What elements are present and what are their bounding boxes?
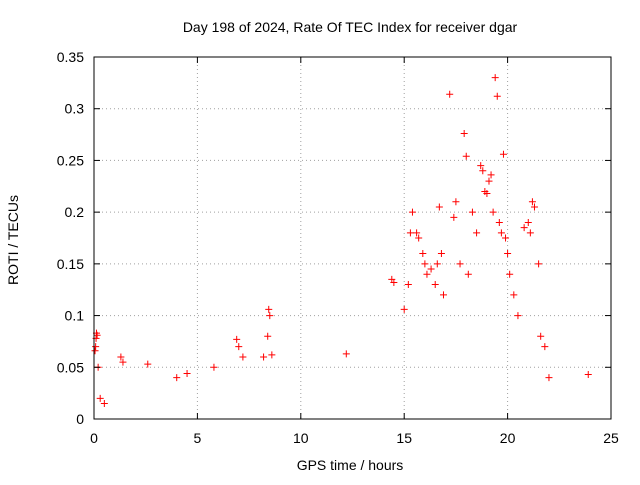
data-point (477, 162, 485, 170)
data-point (268, 351, 276, 359)
y-axis-label: ROTI / TECUs (5, 195, 21, 285)
data-point (504, 250, 512, 258)
data-point (91, 347, 99, 355)
data-point (96, 394, 104, 402)
data-point (265, 305, 273, 313)
data-point (408, 208, 416, 216)
data-point (535, 260, 543, 268)
data-point (524, 218, 532, 226)
data-point (183, 369, 191, 377)
data-point (239, 353, 247, 361)
data-point (173, 374, 181, 382)
data-point (210, 363, 218, 371)
data-point (235, 343, 243, 351)
y-tick-label: 0.15 (57, 256, 84, 272)
data-point (423, 270, 431, 278)
data-point (528, 198, 536, 206)
data-point (499, 150, 507, 158)
data-point (468, 208, 476, 216)
data-point (473, 229, 481, 237)
x-tick-label: 0 (90, 430, 98, 446)
data-point (435, 203, 443, 211)
data-point (421, 260, 429, 268)
data-point (545, 374, 553, 382)
data-point (495, 218, 503, 226)
data-marks (91, 74, 592, 407)
data-point (497, 229, 505, 237)
data-point (342, 350, 350, 358)
data-point (506, 270, 514, 278)
data-point (456, 260, 464, 268)
data-point (464, 270, 472, 278)
data-point (260, 353, 268, 361)
data-point (413, 229, 421, 237)
x-tick-label: 20 (500, 430, 516, 446)
data-point (266, 312, 274, 320)
y-tick-label: 0.2 (65, 204, 85, 220)
data-point (510, 291, 518, 299)
data-point (419, 250, 427, 258)
data-point (584, 371, 592, 379)
data-point (404, 281, 412, 289)
data-point (400, 305, 408, 313)
data-point (541, 343, 549, 351)
data-point (119, 358, 127, 366)
data-point (437, 250, 445, 258)
data-point (450, 213, 458, 221)
data-point (390, 278, 398, 286)
x-tick-label: 25 (603, 430, 619, 446)
x-tick-label: 15 (396, 430, 412, 446)
data-point (431, 281, 439, 289)
x-tick-label: 10 (293, 430, 309, 446)
y-tick-label: 0.3 (65, 101, 85, 117)
data-point (537, 332, 545, 340)
data-point (427, 265, 435, 273)
chart-title: Day 198 of 2024, Rate Of TEC Index for r… (183, 19, 518, 35)
data-point (520, 224, 528, 232)
x-tick-label: 5 (194, 430, 202, 446)
data-point (100, 399, 108, 407)
data-point (502, 234, 510, 242)
plot-frame (93, 56, 612, 420)
data-point (479, 167, 487, 175)
data-point (233, 335, 241, 343)
data-point (92, 343, 100, 351)
x-axis-label: GPS time / hours (297, 457, 404, 473)
data-point (487, 171, 495, 179)
data-point (493, 92, 501, 100)
data-point (93, 331, 101, 339)
y-tick-label: 0.1 (65, 308, 85, 324)
data-point (452, 198, 460, 206)
data-point (144, 360, 152, 368)
data-point (491, 74, 499, 82)
data-point (530, 203, 538, 211)
data-point (489, 208, 497, 216)
y-tick-label: 0.05 (57, 359, 84, 375)
data-point (415, 234, 423, 242)
axis-ticks: 0 0.05 0.1 0.15 0.2 0.25 0.3 0.35 0 5 10 15 20 25 (57, 49, 619, 446)
data-point (446, 90, 454, 98)
y-tick-label: 0.25 (57, 152, 84, 168)
data-point (526, 229, 534, 237)
data-point (485, 177, 493, 185)
data-point (483, 190, 491, 198)
data-point (462, 152, 470, 160)
y-tick-label: 0.35 (57, 49, 84, 65)
data-point (406, 229, 414, 237)
data-point (460, 130, 468, 138)
data-point (514, 312, 522, 320)
data-point (264, 332, 272, 340)
y-tick-label: 0 (76, 411, 84, 427)
data-point (117, 353, 125, 361)
data-point (433, 260, 441, 268)
data-point (439, 291, 447, 299)
